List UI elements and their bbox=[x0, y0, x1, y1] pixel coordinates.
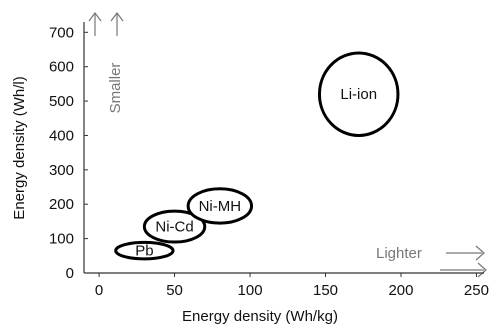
annotation-smaller: Smaller bbox=[107, 63, 124, 114]
y-tick-label: 200 bbox=[49, 196, 74, 213]
y-axis-title: Energy density (Wh/l) bbox=[11, 76, 28, 219]
bubble-li-ion bbox=[317, 51, 400, 137]
y-axis-ticks: 0 100 200 300 400 500 600 700 bbox=[49, 24, 88, 282]
bubble-ni-mh bbox=[186, 187, 254, 225]
x-tick-label: 250 bbox=[464, 282, 489, 299]
x-axis-arrowhead-2 bbox=[477, 262, 487, 278]
bubble-label-ni-cd: Ni-Cd bbox=[155, 219, 193, 236]
y-axis-arrows bbox=[88, 12, 124, 36]
x-axis-arrow bbox=[440, 245, 487, 278]
x-tick-label: 0 bbox=[95, 282, 103, 299]
bubble-ni-cd bbox=[142, 209, 207, 244]
x-axis-title: Energy density (Wh/kg) bbox=[182, 308, 338, 325]
axes bbox=[83, 22, 484, 274]
x-tick-label: 200 bbox=[388, 282, 413, 299]
y-tick-label: 400 bbox=[49, 127, 74, 144]
x-tick-label: 50 bbox=[166, 282, 183, 299]
y-tick-label: 0 bbox=[66, 265, 74, 282]
bubble-pb bbox=[114, 240, 175, 261]
x-tick-label: 100 bbox=[238, 282, 263, 299]
y-tick-label: 600 bbox=[49, 59, 74, 76]
y-tick-label: 300 bbox=[49, 162, 74, 179]
x-tick-label: 150 bbox=[313, 282, 338, 299]
x-axis-ticks: 0 50 100 150 200 250 bbox=[95, 273, 489, 299]
bubble-label-li-ion: Li-ion bbox=[340, 86, 377, 103]
bubble-label-pb: Pb bbox=[135, 243, 153, 260]
y-tick-label: 500 bbox=[49, 93, 74, 110]
bubble-label-ni-mh: Ni-MH bbox=[199, 198, 242, 215]
y-axis-arrowhead-1 bbox=[88, 12, 102, 22]
y-axis-arrowhead-2 bbox=[110, 12, 124, 22]
x-axis-arrowhead-1 bbox=[475, 245, 485, 261]
y-tick-label: 700 bbox=[49, 24, 74, 41]
annotation-lighter: Lighter bbox=[376, 245, 422, 262]
y-tick-label: 100 bbox=[49, 231, 74, 248]
